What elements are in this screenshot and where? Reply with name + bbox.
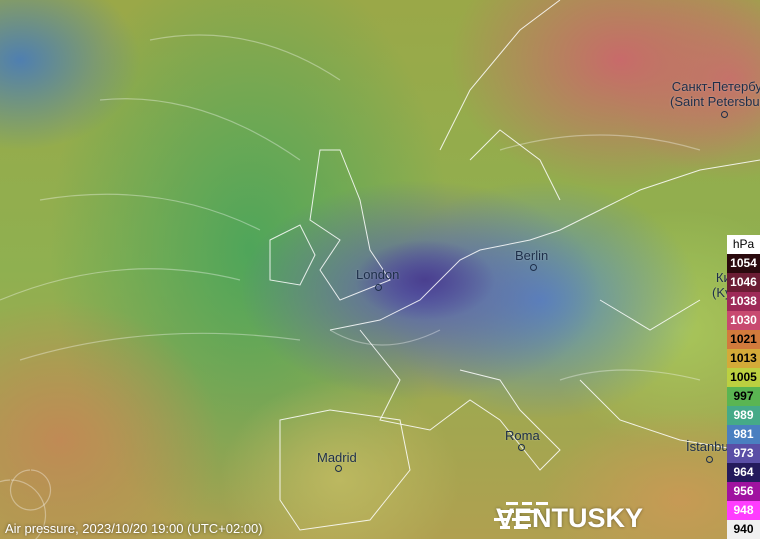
legend-item-964: 964 [727, 463, 760, 482]
city-label-madrid[interactable]: Madrid [317, 450, 357, 465]
city-label-berlin[interactable]: Berlin [515, 248, 549, 263]
city-marker-istanbul [706, 456, 713, 463]
city-marker-berlin [530, 264, 537, 271]
city-label-istanbul[interactable]: İstanbul [686, 439, 732, 454]
ventusky-logo[interactable]: VENTUSKY [492, 500, 643, 536]
legend-item-1030: 1030 [727, 311, 760, 330]
legend-item-948: 948 [727, 501, 760, 520]
ventusky-logo-icon [494, 502, 548, 529]
legend-item-1046: 1046 [727, 273, 760, 292]
city-label-saint-petersburg[interactable]: Санкт-Петербург(Saint Petersburg) [670, 79, 760, 109]
legend-item-997: 997 [727, 387, 760, 406]
layer-caption: Air pressure, 2023/10/20 19:00 (UTC+02:0… [5, 521, 263, 536]
city-marker-roma [518, 444, 525, 451]
legend-item-956: 956 [727, 482, 760, 501]
city-label-roma[interactable]: Roma [505, 428, 540, 443]
city-label-london[interactable]: London [356, 267, 400, 282]
city-marker-london [375, 284, 382, 291]
pressure-legend[interactable]: hPa 1054 1046 1038 1030 1021 1013 1005 997 989 98… [727, 235, 760, 539]
legend-item-1021: 1021 [727, 330, 760, 349]
legend-item-989: 989 [727, 406, 760, 425]
legend-item-1038: 1038 [727, 292, 760, 311]
city-marker-saint-petersburg [721, 111, 728, 118]
legend-item-981: 981 [727, 425, 760, 444]
legend-item-1005: 1005 [727, 368, 760, 387]
legend-item-973: 973 [727, 444, 760, 463]
city-marker-madrid [335, 465, 342, 472]
legend-item-1054: 1054 [727, 254, 760, 273]
legend-item-1013: 1013 [727, 349, 760, 368]
legend-item-940: 940 [727, 520, 760, 539]
legend-unit: hPa [727, 235, 760, 254]
